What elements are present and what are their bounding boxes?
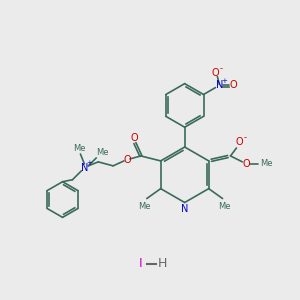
Text: O: O bbox=[123, 155, 131, 165]
Text: Me: Me bbox=[139, 202, 151, 211]
Text: N: N bbox=[81, 163, 88, 173]
Text: O: O bbox=[130, 133, 138, 143]
Text: O: O bbox=[242, 159, 250, 169]
Text: H: H bbox=[158, 257, 168, 270]
Text: O: O bbox=[212, 68, 219, 78]
Text: -: - bbox=[220, 64, 223, 73]
Text: Me: Me bbox=[73, 143, 86, 152]
Text: -: - bbox=[244, 134, 247, 142]
Text: N: N bbox=[216, 80, 223, 90]
Text: O: O bbox=[230, 80, 237, 90]
Text: O: O bbox=[236, 137, 243, 147]
Text: +: + bbox=[86, 160, 92, 166]
Text: Me: Me bbox=[260, 159, 272, 168]
Text: Me: Me bbox=[218, 202, 231, 211]
Text: +: + bbox=[221, 78, 227, 84]
Text: Me: Me bbox=[96, 148, 108, 158]
Text: I: I bbox=[138, 257, 142, 270]
Text: N: N bbox=[181, 204, 188, 214]
